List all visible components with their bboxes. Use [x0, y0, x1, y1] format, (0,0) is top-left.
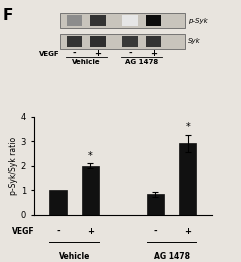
Bar	[82, 166, 99, 215]
Bar	[122, 36, 138, 47]
Text: AG 1478: AG 1478	[154, 252, 190, 261]
Text: -: -	[56, 227, 60, 236]
Text: AG 1478: AG 1478	[125, 58, 158, 64]
Text: +: +	[150, 49, 157, 58]
Text: *: *	[185, 122, 190, 132]
Text: Vehicle: Vehicle	[59, 252, 90, 261]
Text: +: +	[184, 227, 191, 236]
Bar	[67, 36, 82, 47]
Y-axis label: p-Syk/Syk ratio: p-Syk/Syk ratio	[9, 137, 18, 195]
Text: Vehicle: Vehicle	[72, 58, 101, 64]
Text: VEGF: VEGF	[39, 51, 60, 57]
Bar	[60, 34, 185, 49]
Bar	[179, 143, 196, 215]
Text: +: +	[94, 49, 101, 58]
Text: -: -	[154, 227, 157, 236]
Bar	[147, 194, 164, 215]
Text: -: -	[128, 49, 132, 58]
Bar	[146, 15, 161, 26]
Bar	[67, 15, 82, 26]
Text: Syk: Syk	[188, 38, 201, 44]
Bar	[122, 15, 138, 26]
Bar	[60, 13, 185, 28]
Text: +: +	[87, 227, 94, 236]
Bar	[146, 36, 161, 47]
Text: *: *	[88, 151, 93, 161]
Bar	[49, 190, 67, 215]
Bar	[90, 15, 106, 26]
Text: F: F	[2, 8, 13, 23]
Text: -: -	[73, 49, 77, 58]
Text: VEGF: VEGF	[12, 227, 35, 236]
Text: p-Syk: p-Syk	[188, 18, 208, 24]
Bar	[90, 36, 106, 47]
